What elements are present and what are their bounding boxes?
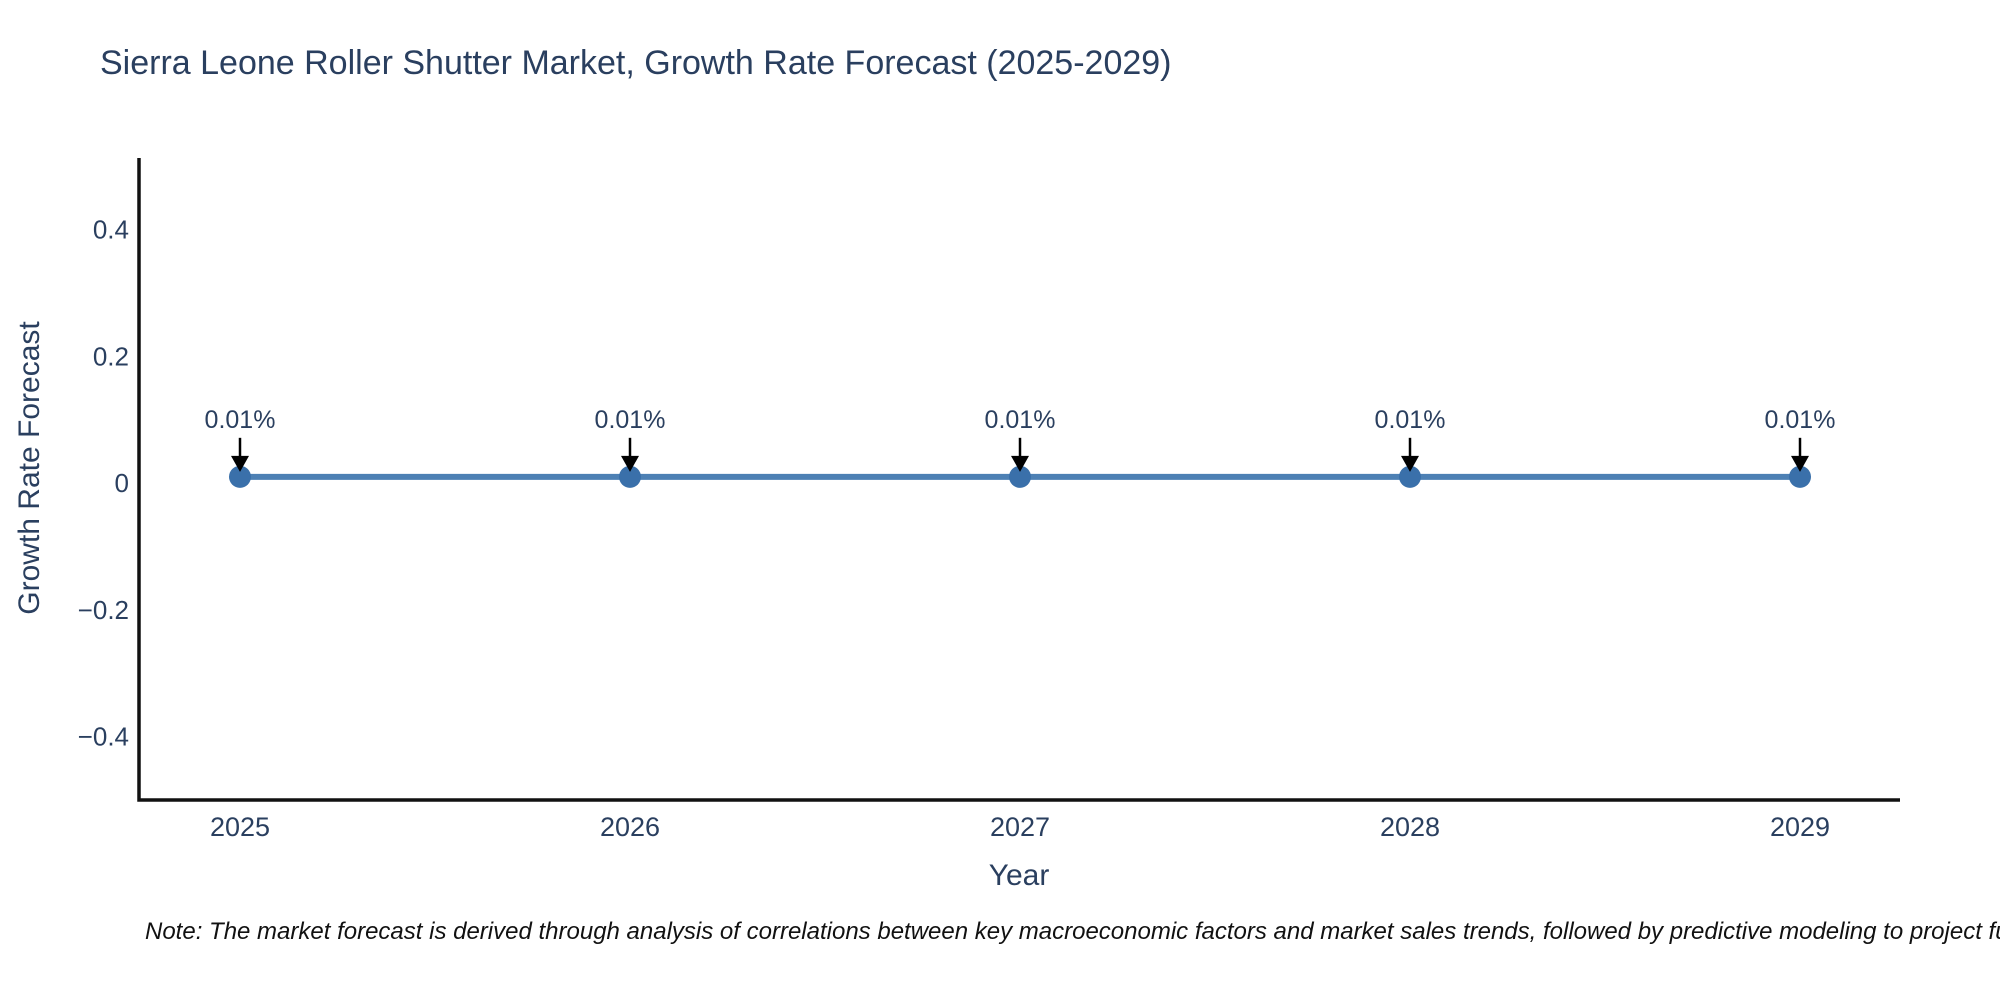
- data-point-marker: [1009, 465, 1031, 488]
- annotation-label: 0.01%: [205, 406, 276, 434]
- annotation-arrowhead: [231, 455, 249, 472]
- axis-spines: [137, 158, 1900, 802]
- x-tick-label: 2029: [1770, 812, 1830, 842]
- y-tick-label: −0.4: [78, 722, 129, 752]
- x-axis-title: Year: [988, 859, 1050, 892]
- y-tick-label: 0: [115, 468, 129, 498]
- annotation-arrowhead: [1401, 455, 1419, 472]
- data-point-marker: [229, 465, 251, 488]
- annotation-arrowhead: [1791, 455, 1809, 472]
- annotation-arrowhead: [621, 455, 639, 472]
- annotation-label: 0.01%: [1765, 406, 1836, 434]
- y-tick-label: 0.2: [93, 341, 129, 371]
- y-tick-label: 0.4: [93, 215, 129, 245]
- annotation-arrowhead: [1011, 455, 1029, 472]
- y-tick-label: −0.2: [78, 595, 129, 625]
- footnote: Note: The market forecast is derived thr…: [145, 918, 2000, 945]
- annotation-label: 0.01%: [985, 406, 1056, 434]
- annotation-label: 0.01%: [1375, 406, 1446, 434]
- x-tick-label: 2027: [990, 812, 1050, 842]
- x-tick-label: 2025: [210, 812, 270, 842]
- x-tick-label: 2026: [600, 812, 660, 842]
- data-point-marker: [1399, 465, 1421, 488]
- annotation-label: 0.01%: [595, 406, 666, 434]
- data-point-marker: [619, 465, 641, 488]
- x-tick-label: 2028: [1380, 812, 1440, 842]
- chart-title: Sierra Leone Roller Shutter Market, Grow…: [100, 44, 1172, 82]
- data-point-marker: [1789, 465, 1811, 488]
